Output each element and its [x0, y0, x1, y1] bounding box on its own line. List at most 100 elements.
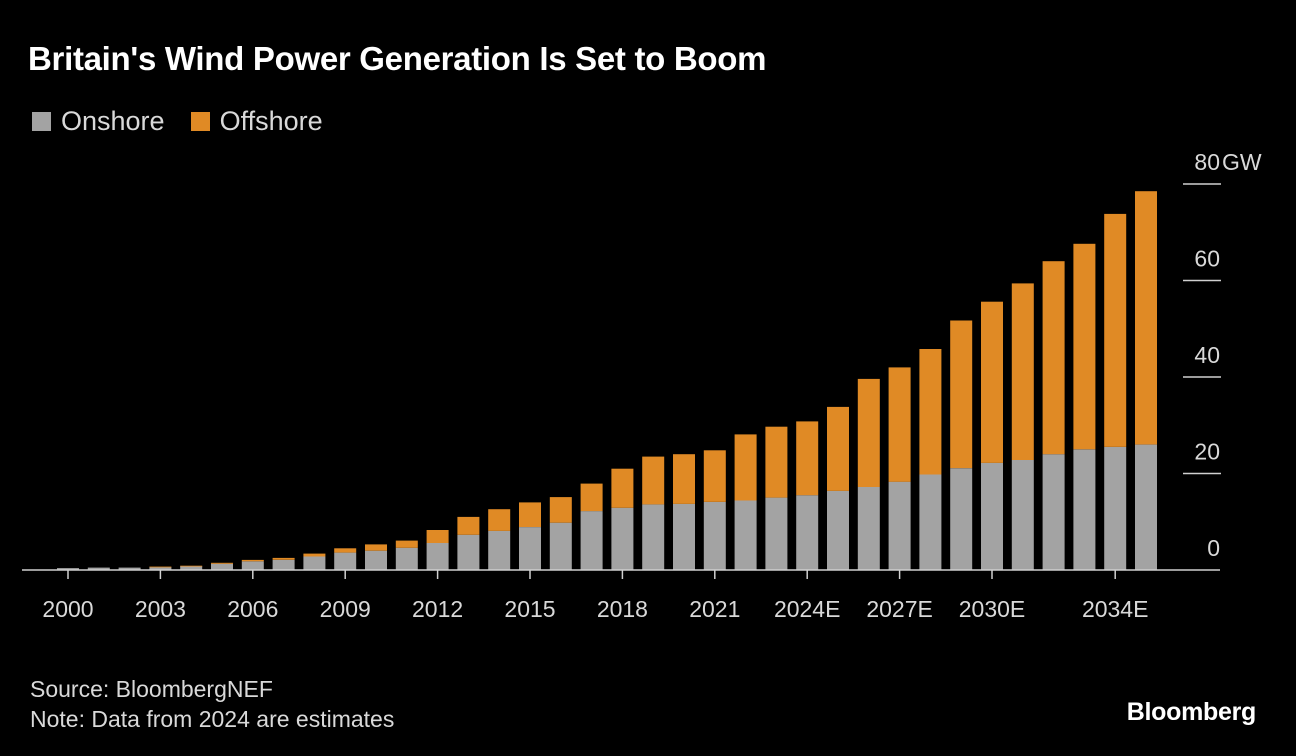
- bar-onshore-2026E: [857, 487, 880, 570]
- bar-onshore-2014: [488, 530, 511, 570]
- bar-offshore-2031E: [1011, 283, 1034, 460]
- bar-onshore-2031E: [1011, 460, 1034, 570]
- bar-onshore-2025E: [827, 490, 849, 570]
- bar-offshore-2019: [642, 456, 665, 505]
- bar-onshore-2002: [118, 567, 141, 570]
- bar-onshore-2008: [303, 556, 326, 570]
- bar-offshore-2020: [673, 454, 695, 504]
- bar-onshore-2034E: [1104, 447, 1127, 570]
- bar-onshore-2010: [365, 550, 387, 570]
- y-tick-label-20: 20: [1194, 439, 1220, 465]
- bar-offshore-2013: [457, 516, 480, 535]
- bar-offshore-2006: [241, 559, 264, 562]
- legend-label-offshore: Offshore: [219, 106, 323, 136]
- bar-offshore-2021: [703, 450, 726, 502]
- bar-offshore-2009: [334, 548, 357, 553]
- bar-offshore-2017: [580, 483, 603, 512]
- bar-onshore-2001: [87, 567, 110, 570]
- bar-onshore-2030E: [981, 462, 1003, 570]
- bar-onshore-2028E: [919, 474, 942, 570]
- bar-onshore-2004: [180, 566, 203, 570]
- bar-offshore-2027E: [888, 367, 911, 482]
- bar-onshore-2000: [57, 568, 79, 570]
- x-tick-label-2003: 2003: [135, 596, 186, 622]
- bar-offshore-2034E: [1104, 213, 1127, 447]
- legend: Onshore Offshore: [32, 106, 349, 137]
- chart-title: Britain's Wind Power Generation Is Set t…: [28, 40, 767, 77]
- x-tick-label-2012: 2012: [412, 596, 463, 622]
- bar-offshore-2030E: [981, 301, 1003, 463]
- legend-item-offshore: Offshore: [190, 106, 323, 137]
- bar-offshore-2023: [765, 426, 788, 498]
- bar-onshore-2013: [457, 534, 480, 570]
- bar-offshore-2029E: [950, 320, 973, 469]
- y-tick-label-40: 40: [1194, 342, 1220, 368]
- y-unit-label: GW: [1222, 149, 1262, 175]
- bar-onshore-2024E: [796, 495, 819, 570]
- x-tick-label-2018: 2018: [597, 596, 648, 622]
- bar-onshore-2029E: [950, 468, 973, 570]
- bar-offshore-2026E: [857, 378, 880, 487]
- x-tick-label-2000: 2000: [42, 596, 93, 622]
- x-tick-label-2027E: 2027E: [866, 596, 933, 622]
- y-tick-label-80: 80: [1194, 149, 1220, 175]
- bar-offshore-2015: [519, 502, 541, 527]
- bar-offshore-2028E: [919, 349, 942, 475]
- bar-onshore-2035E: [1135, 444, 1157, 570]
- bar-offshore-2022: [734, 434, 757, 501]
- bar-onshore-2011: [395, 547, 418, 570]
- bar-onshore-2033E: [1073, 449, 1096, 570]
- bar-offshore-2014: [488, 509, 511, 531]
- bar-offshore-2032E: [1042, 261, 1065, 455]
- bar-onshore-2022: [734, 500, 757, 570]
- x-tick-label-2034E: 2034E: [1082, 596, 1149, 622]
- bar-offshore-2005: [211, 562, 233, 564]
- bar-offshore-2004: [180, 565, 203, 567]
- source-text: Source: BloombergNEF: [30, 676, 273, 702]
- bar-offshore-2024E: [796, 421, 819, 496]
- y-tick-label-0: 0: [1207, 535, 1220, 561]
- bar-onshore-2032E: [1042, 454, 1065, 570]
- bar-onshore-2015: [519, 527, 541, 570]
- x-tick-label-2015: 2015: [504, 596, 555, 622]
- bar-offshore-2035E: [1135, 191, 1157, 445]
- bar-onshore-2023: [765, 497, 788, 570]
- bar-onshore-2003: [149, 567, 172, 570]
- x-tick-label-2009: 2009: [320, 596, 371, 622]
- bar-offshore-2007: [272, 557, 295, 560]
- bar-offshore-2010: [365, 544, 387, 551]
- bar-offshore-2008: [303, 553, 326, 557]
- x-tick-label-2021: 2021: [689, 596, 740, 622]
- legend-label-onshore: Onshore: [61, 106, 165, 136]
- legend-item-onshore: Onshore: [32, 106, 165, 137]
- bar-onshore-2018: [611, 507, 634, 570]
- x-tick-label-2024E: 2024E: [774, 596, 841, 622]
- bar-onshore-2027E: [888, 481, 911, 570]
- note-text: Note: Data from 2024 are estimates: [30, 706, 395, 732]
- bloomberg-logo: Bloomberg: [1126, 698, 1257, 726]
- bar-onshore-2020: [673, 503, 695, 570]
- bar-onshore-2012: [426, 543, 449, 570]
- footnotes: Source: BloombergNEF Note: Data from 202…: [30, 674, 394, 734]
- bar-onshore-2016: [549, 522, 572, 570]
- bar-offshore-2016: [549, 497, 572, 523]
- bar-onshore-2006: [241, 561, 264, 570]
- bar-onshore-2021: [703, 502, 726, 570]
- bar-onshore-2007: [272, 559, 295, 570]
- bar-offshore-2003: [149, 566, 172, 568]
- x-tick-label-2030E: 2030E: [959, 596, 1026, 622]
- bar-offshore-2033E: [1073, 243, 1096, 450]
- bar-onshore-2005: [211, 563, 233, 570]
- legend-swatch-onshore: [32, 112, 51, 131]
- bar-onshore-2017: [580, 511, 603, 570]
- x-tick-label-2006: 2006: [227, 596, 278, 622]
- bar-onshore-2009: [334, 552, 357, 570]
- bar-offshore-2011: [395, 540, 418, 548]
- bar-offshore-2018: [611, 468, 634, 508]
- legend-swatch-offshore: [190, 112, 210, 131]
- bar-offshore-2025E: [827, 406, 849, 491]
- y-tick-label-60: 60: [1194, 246, 1220, 272]
- bar-onshore-2019: [642, 504, 665, 570]
- bar-offshore-2012: [426, 530, 449, 543]
